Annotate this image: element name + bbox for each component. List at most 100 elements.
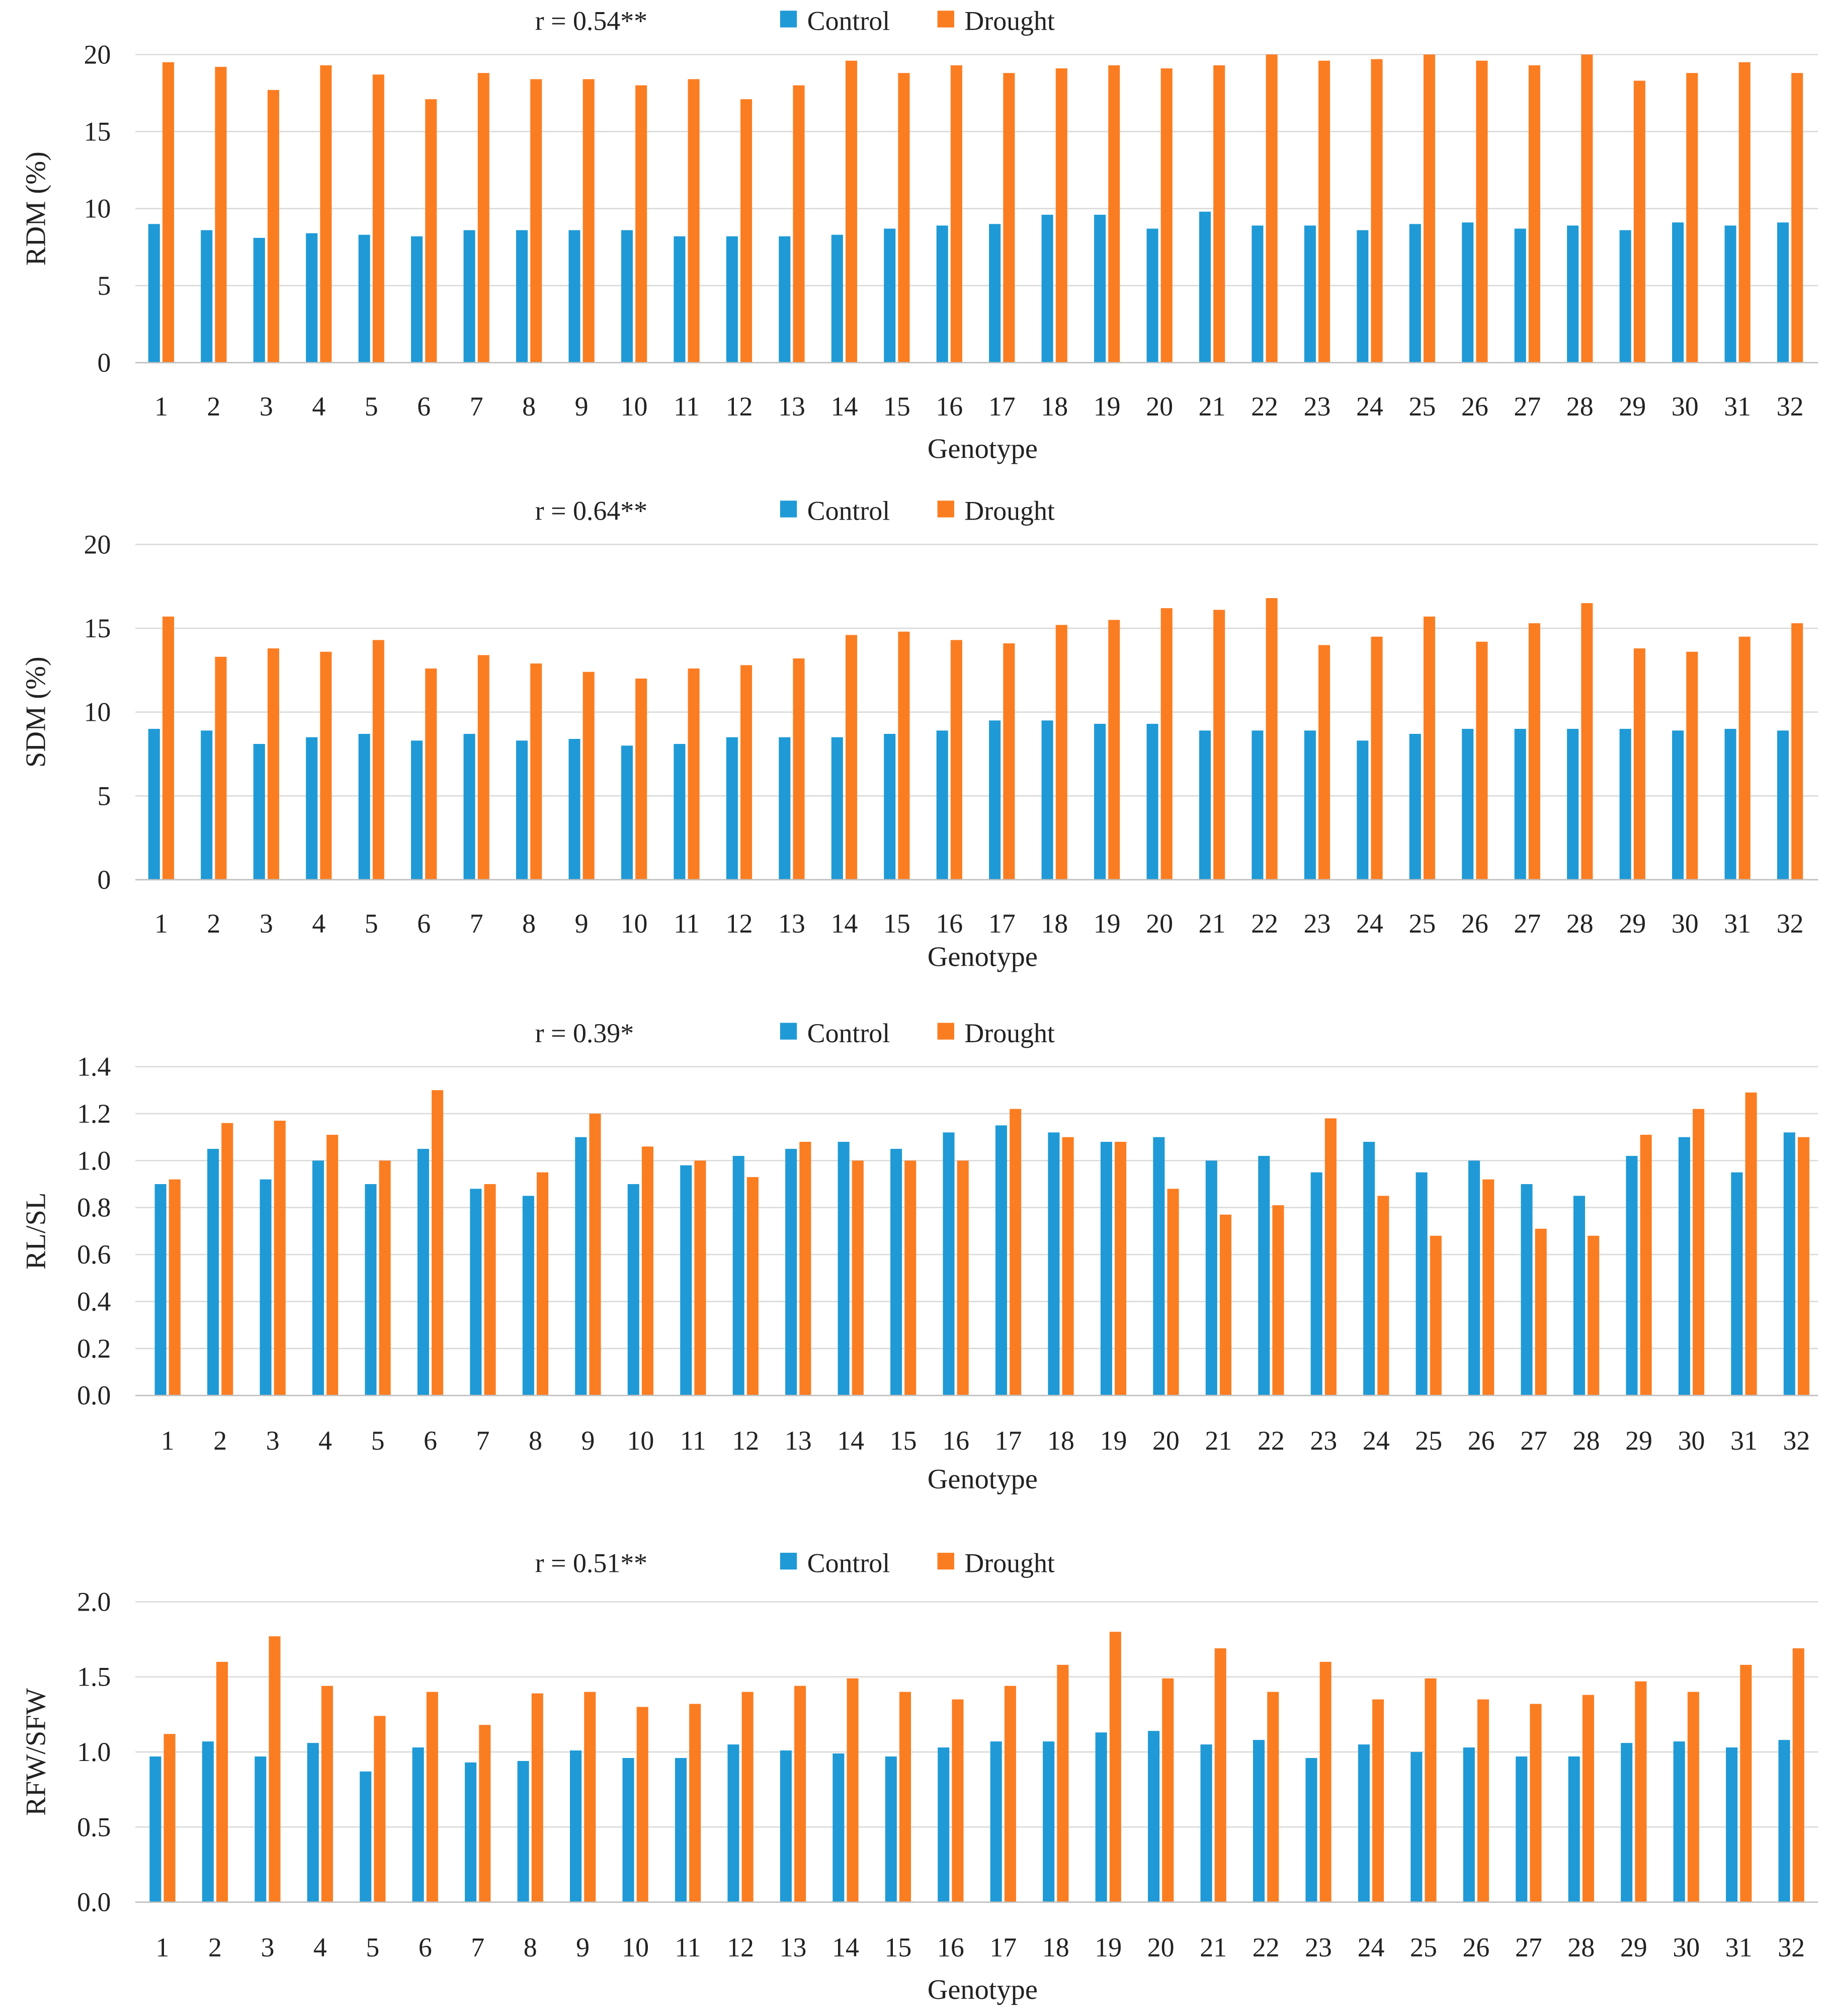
x-tick-label: 8 (522, 391, 536, 422)
drought-bar (845, 635, 858, 880)
control-bar (1673, 1741, 1685, 1902)
x-tick-label: 31 (1724, 391, 1751, 422)
x-tick-label: 6 (417, 391, 431, 422)
drought-bar (1109, 1632, 1121, 1902)
control-bar (1783, 1132, 1795, 1396)
x-tick-label: 18 (1042, 1932, 1069, 1962)
x-tick-label: 2 (213, 1425, 227, 1456)
x-tick-label: 19 (1100, 1425, 1127, 1456)
drought-bar (1108, 65, 1120, 363)
drought-bar (426, 1692, 438, 1902)
control-bar (1258, 1156, 1270, 1396)
legend-label-drought: Drought (964, 1548, 1054, 1578)
drought-bar (1377, 1196, 1389, 1396)
drought-bar (740, 99, 753, 363)
drought-bar (1266, 54, 1278, 363)
control-bar (1200, 1744, 1212, 1902)
control-bar (936, 730, 948, 880)
drought-bar (1640, 1135, 1652, 1396)
control-bar (1252, 730, 1264, 880)
drought-bar (215, 656, 227, 880)
control-bar (785, 1149, 797, 1396)
x-tick-label: 28 (1566, 391, 1594, 422)
drought-bar (1476, 641, 1488, 880)
drought-bar (1055, 625, 1067, 880)
y-tick-label: 0.4 (77, 1286, 111, 1316)
y-tick-label: 0.5 (77, 1812, 111, 1842)
control-bar (1252, 225, 1264, 363)
control-bar (627, 1184, 639, 1396)
drought-bar (688, 79, 700, 363)
drought-bar (1530, 1704, 1542, 1902)
drought-bar (1423, 616, 1436, 880)
drought-bar (1535, 1228, 1547, 1396)
x-tick-label: 11 (674, 391, 700, 422)
drought-bar (1160, 608, 1173, 880)
control-bar (1153, 1137, 1165, 1396)
x-tick-label: 5 (365, 908, 378, 939)
control-bar (1619, 729, 1631, 880)
drought-bar (1528, 65, 1540, 363)
drought-bar (589, 1114, 601, 1396)
x-tick-label: 29 (1620, 1932, 1647, 1962)
control-bar (1199, 211, 1211, 363)
x-tick-label: 2 (207, 391, 220, 422)
drought-bar (1167, 1189, 1179, 1396)
control-bar (674, 744, 686, 880)
y-tick-label: 0.8 (77, 1193, 111, 1223)
drought-bar (1791, 73, 1803, 363)
drought-bar (904, 1160, 917, 1396)
control-bar (1358, 1744, 1370, 1902)
control-bar (1567, 729, 1579, 880)
control-bar (1462, 729, 1474, 880)
control-bar (675, 1758, 687, 1902)
x-tick-label: 28 (1573, 1425, 1600, 1456)
y-tick-label: 15 (84, 116, 111, 146)
x-tick-label: 16 (936, 908, 963, 939)
control-bar (260, 1179, 272, 1396)
legend-swatch-control (780, 500, 797, 518)
y-tick-label: 5 (98, 271, 111, 301)
drought-bar (1686, 651, 1698, 880)
x-tick-label: 14 (832, 1932, 859, 1962)
x-tick-label: 31 (1724, 908, 1751, 939)
x-tick-label: 7 (476, 1425, 490, 1456)
drought-bar (1738, 62, 1751, 363)
control-bar (358, 734, 370, 880)
drought-bar (530, 79, 542, 363)
y-tick-label: 0 (98, 348, 111, 378)
control-bar (1468, 1160, 1480, 1396)
x-tick-label: 32 (1777, 908, 1804, 939)
y-tick-label: 1.5 (77, 1662, 111, 1692)
control-bar (943, 1132, 955, 1396)
x-tick-label: 12 (727, 1932, 754, 1962)
drought-bar (898, 631, 910, 880)
drought-bar (799, 1142, 811, 1396)
drought-bar (169, 1179, 181, 1396)
x-tick-label: 21 (1199, 908, 1226, 939)
legend-swatch-drought (937, 1023, 954, 1040)
x-tick-label: 24 (1356, 908, 1383, 939)
control-bar (312, 1160, 324, 1396)
drought-bar (215, 66, 227, 363)
control-bar (1777, 730, 1789, 880)
control-bar (412, 1747, 424, 1902)
x-tick-label: 10 (622, 1932, 649, 1962)
x-tick-label: 16 (936, 391, 963, 422)
x-tick-label: 3 (260, 391, 273, 422)
x-tick-label: 4 (312, 908, 325, 939)
x-tick-label: 12 (726, 391, 753, 422)
x-tick-label: 23 (1304, 908, 1331, 939)
y-tick-label: 1.4 (77, 1052, 111, 1082)
drought-bar (537, 1172, 549, 1396)
control-bar (1304, 225, 1316, 363)
x-tick-label: 20 (1146, 908, 1173, 939)
legend-label-drought: Drought (964, 6, 1054, 36)
control-bar (726, 737, 738, 880)
drought-bar (1324, 1118, 1337, 1396)
control-bar (936, 225, 948, 363)
control-bar (1409, 734, 1421, 880)
control-bar (732, 1156, 744, 1396)
y-tick-label: 1.0 (77, 1145, 111, 1175)
x-tick-label: 30 (1672, 908, 1699, 939)
